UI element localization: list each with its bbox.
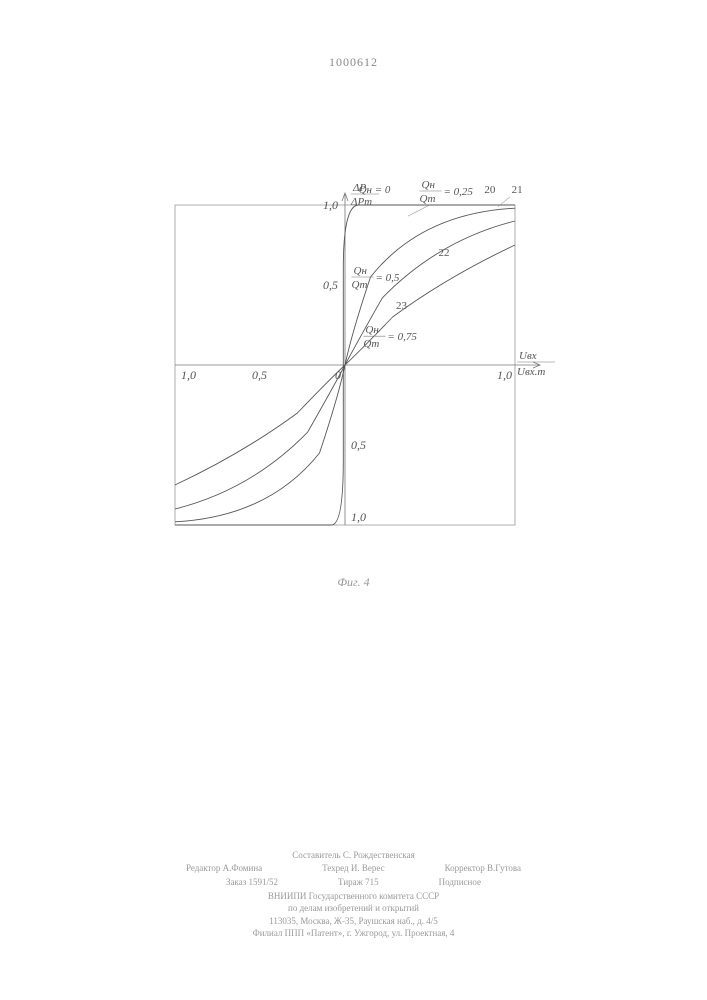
page-number: 1000612 <box>0 55 707 70</box>
svg-text:22: 22 <box>439 247 450 259</box>
figure-caption: Фиг. 4 <box>0 575 707 590</box>
svg-text:21: 21 <box>512 184 523 196</box>
footer-sign: Подписное <box>439 876 481 889</box>
footer-line-4: ВНИИПИ Государственного комитета СССР <box>0 890 707 903</box>
footer-techred: Техред И. Верес <box>322 862 384 875</box>
svg-text:= 0,25: = 0,25 <box>444 186 474 198</box>
svg-text:1,0: 1,0 <box>181 368 196 382</box>
footer-corrector: Корректор В.Гутова <box>445 862 521 875</box>
svg-text:23: 23 <box>396 300 408 312</box>
svg-text:1,0: 1,0 <box>497 368 512 382</box>
svg-text:Qн: Qн <box>354 265 368 277</box>
footer-line-7: Филиал ППП «Патент», г. Ужгород, ул. Про… <box>0 927 707 940</box>
svg-text:0,5: 0,5 <box>252 368 267 382</box>
svg-text:= 0,75: = 0,75 <box>387 331 417 343</box>
chart-figure: 1,00,501,01,00,50,51,0ΔPΔPmUвхUвх.mQн = … <box>130 175 560 555</box>
svg-text:0: 0 <box>335 368 341 382</box>
svg-text:1,0: 1,0 <box>323 198 338 212</box>
svg-text:Qm: Qm <box>363 338 379 350</box>
footer-tirazh: Тираж 715 <box>338 876 379 889</box>
svg-text:0,5: 0,5 <box>351 438 366 452</box>
svg-text:Qн = 0: Qн = 0 <box>359 184 391 196</box>
svg-text:Qн: Qн <box>365 324 379 336</box>
svg-text:Uвх: Uвх <box>519 350 537 362</box>
footer-order: Заказ 1591/52 <box>226 876 278 889</box>
svg-text:= 0,5: = 0,5 <box>376 272 400 284</box>
svg-text:Qн: Qн <box>422 179 436 191</box>
footer-line-5: по делам изобретений и открытий <box>0 902 707 915</box>
footer-line-6: 113035, Москва, Ж-35, Раушская наб., д. … <box>0 915 707 928</box>
footer-line-1: Составитель С. Рождественская <box>0 849 707 862</box>
footer-block: Составитель С. Рождественская Редактор А… <box>0 849 707 940</box>
footer-editor: Редактор А.Фомина <box>186 862 262 875</box>
svg-text:Qm: Qm <box>352 279 368 291</box>
svg-text:Uвх.m: Uвх.m <box>517 366 545 378</box>
svg-text:1,0: 1,0 <box>351 510 366 524</box>
svg-text:ΔPm: ΔPm <box>350 196 372 208</box>
svg-text:0,5: 0,5 <box>323 278 338 292</box>
svg-text:Qm: Qm <box>420 193 436 205</box>
svg-text:20: 20 <box>484 184 496 196</box>
